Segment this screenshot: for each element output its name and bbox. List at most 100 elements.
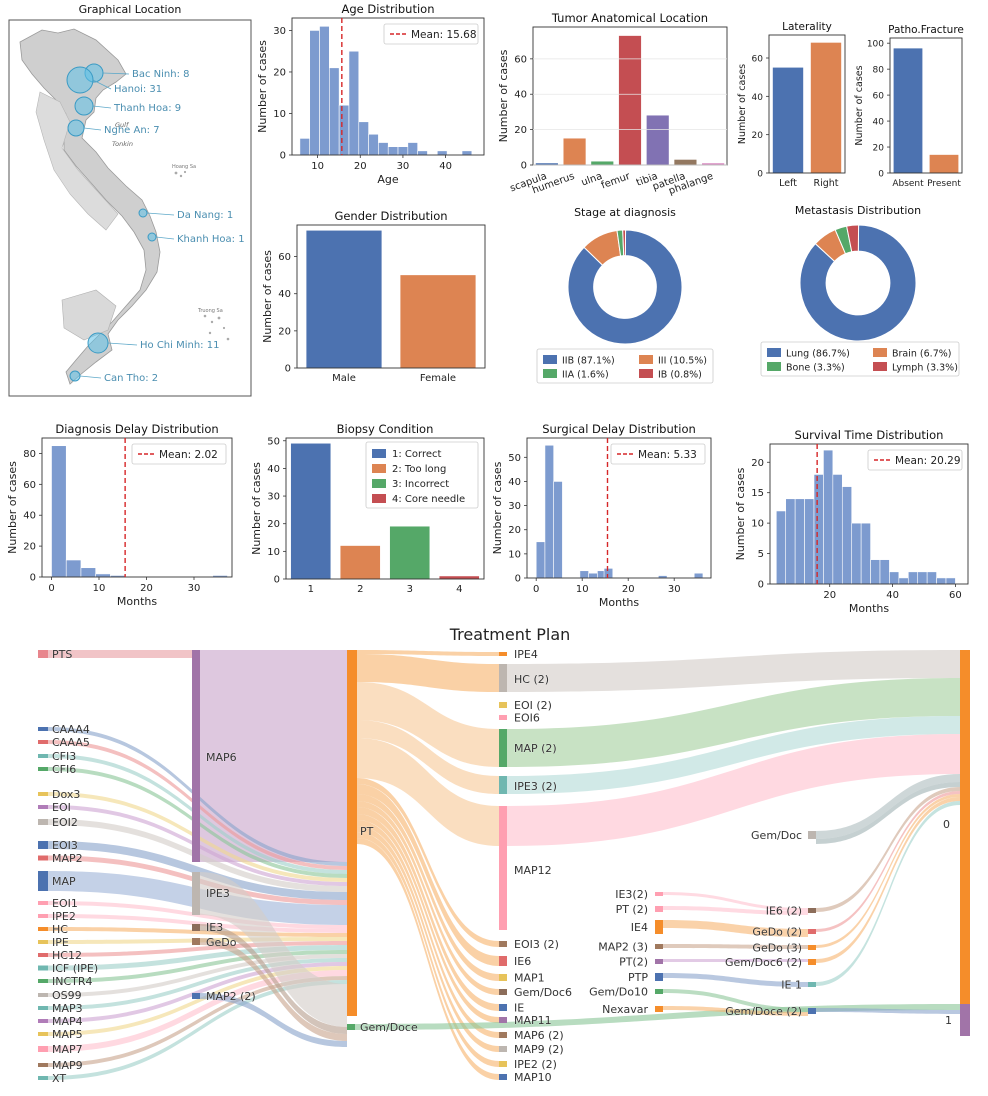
sankey-node-label: OS99 (52, 989, 82, 1002)
sankey-link (357, 814, 499, 1023)
sankey-node-label: GeDo (3) (752, 942, 802, 955)
y-tick-label: 0 (521, 161, 527, 172)
sankey-node-label: 0 (943, 818, 950, 831)
sankey-link (200, 872, 347, 1027)
sankey-node (38, 819, 48, 825)
biopsy-legend-label: 4: Core needle (392, 494, 465, 505)
survival-bin (870, 559, 881, 585)
sankey-node-label: MAP (2) (514, 742, 557, 755)
map-marker-label: Bac Ninh: 8 (132, 69, 190, 80)
age-bin (299, 138, 311, 156)
tumor-bar (646, 115, 669, 165)
y-tick-label: 0 (757, 170, 763, 180)
sankey-link (816, 1008, 960, 1014)
sankey-node-label: EOI6 (514, 712, 540, 725)
biopsy-category-label: 3 (407, 584, 413, 595)
x-tick-label: 40 (886, 590, 899, 601)
sankey-node (38, 1046, 48, 1052)
surgdelay-ylabel: Number of cases (491, 461, 504, 554)
sankey-link (200, 938, 347, 1041)
tumor-bar (702, 163, 725, 165)
survival-bin (851, 522, 862, 585)
y-tick-label: 80 (873, 66, 885, 76)
sankey-node-label: MAP2 (2) (206, 990, 256, 1003)
tumor-bar (563, 138, 586, 165)
sankey-link (357, 794, 499, 981)
sankey-node (192, 924, 200, 931)
map-marker-label: Can Tho: 2 (104, 373, 158, 384)
y-tick-label: 20 (278, 326, 291, 337)
sankey-node-label: MAP12 (514, 864, 552, 877)
x-tick-label: 20 (823, 590, 836, 601)
map-marker-label: Thanh Hoa: 9 (113, 103, 181, 114)
y-tick-label: 20 (751, 458, 764, 469)
survival-bin (945, 577, 956, 585)
survival-bin (794, 498, 805, 585)
survival-legend-box (867, 449, 963, 471)
surgdelay-legend-box (610, 443, 706, 465)
sankey-node-label: CFI6 (52, 763, 76, 776)
sankey-node (38, 1006, 48, 1010)
sankey-link (357, 807, 499, 1011)
survival-chart: Survival Time Distribution 0 5 10 15 20 20 40 60… (734, 428, 969, 615)
survival-bin (775, 510, 787, 585)
laterality-title: Laterality (782, 21, 832, 33)
y-tick-label: 30 (508, 501, 521, 512)
tumor-bar (535, 163, 558, 165)
biopsy-legend-box (365, 441, 479, 509)
stage-legend-swatch (639, 369, 653, 378)
sankey-node (499, 1004, 507, 1011)
y-tick-label: 20 (752, 131, 764, 141)
sankey-node-label: IPE2 (52, 910, 76, 923)
sankey-node-label: HC (52, 923, 68, 936)
sankey-node (499, 956, 507, 966)
biopsy-bar (389, 526, 430, 579)
sankey-node (499, 989, 507, 995)
map-annotation-tonkin: Tonkin (112, 140, 133, 148)
survival-bin (813, 474, 824, 585)
surgdelay-xlabel: Months (599, 596, 639, 609)
age-xlabel: Age (377, 173, 399, 186)
sankey-node (808, 945, 816, 950)
y-tick-label: 0 (878, 170, 884, 180)
y-tick-label: 40 (873, 118, 885, 128)
biopsy-legend-swatch (372, 449, 386, 458)
gender-chart: Gender Distribution Male Female 0 20 40 60 Numb… (261, 209, 486, 384)
sankey-node-label: Gem/Doc6 (2) (725, 956, 802, 969)
sankey-node-label: IE6 (2) (766, 905, 802, 918)
plot-frame (769, 443, 969, 585)
sankey-node (808, 982, 816, 987)
sankey-node (655, 892, 663, 896)
gender-category-label: Male (332, 373, 356, 384)
age-bin (348, 50, 360, 156)
plot-frame (526, 437, 712, 579)
x-tick-label: 30 (397, 161, 410, 172)
sankey-node (499, 715, 507, 720)
sankey-node (499, 664, 507, 692)
sankey-node (808, 908, 816, 913)
sankey-node (655, 973, 663, 981)
surgdelay-legend-label: Mean: 5.33 (638, 449, 697, 461)
sankey-node (38, 979, 48, 983)
sankey-node-label: Gem/Doc (751, 829, 802, 842)
sankey-node-label: INCTR4 (52, 975, 93, 988)
x-tick-label: 10 (311, 161, 324, 172)
sankey-node (192, 938, 200, 945)
sankey-link (48, 950, 347, 983)
biopsy-ylabel: Number of cases (250, 462, 263, 555)
sankey-node (655, 944, 663, 949)
stage-legend-swatch (543, 355, 557, 364)
sankey-node-label: MAP1 (514, 972, 545, 985)
sankey-link (816, 782, 960, 844)
sankey-node-label: PT (2) (616, 903, 648, 916)
surgdelay-bin (693, 572, 704, 579)
age-bin (407, 142, 418, 156)
sankey-link (48, 841, 347, 900)
sankey-node (499, 702, 507, 708)
sankey-link (507, 734, 960, 846)
y-tick-label: 100 (867, 40, 884, 50)
stage-legend-swatch (543, 369, 557, 378)
sankey-link (357, 654, 499, 692)
stage-legend-label: IB (0.8%) (658, 370, 702, 381)
